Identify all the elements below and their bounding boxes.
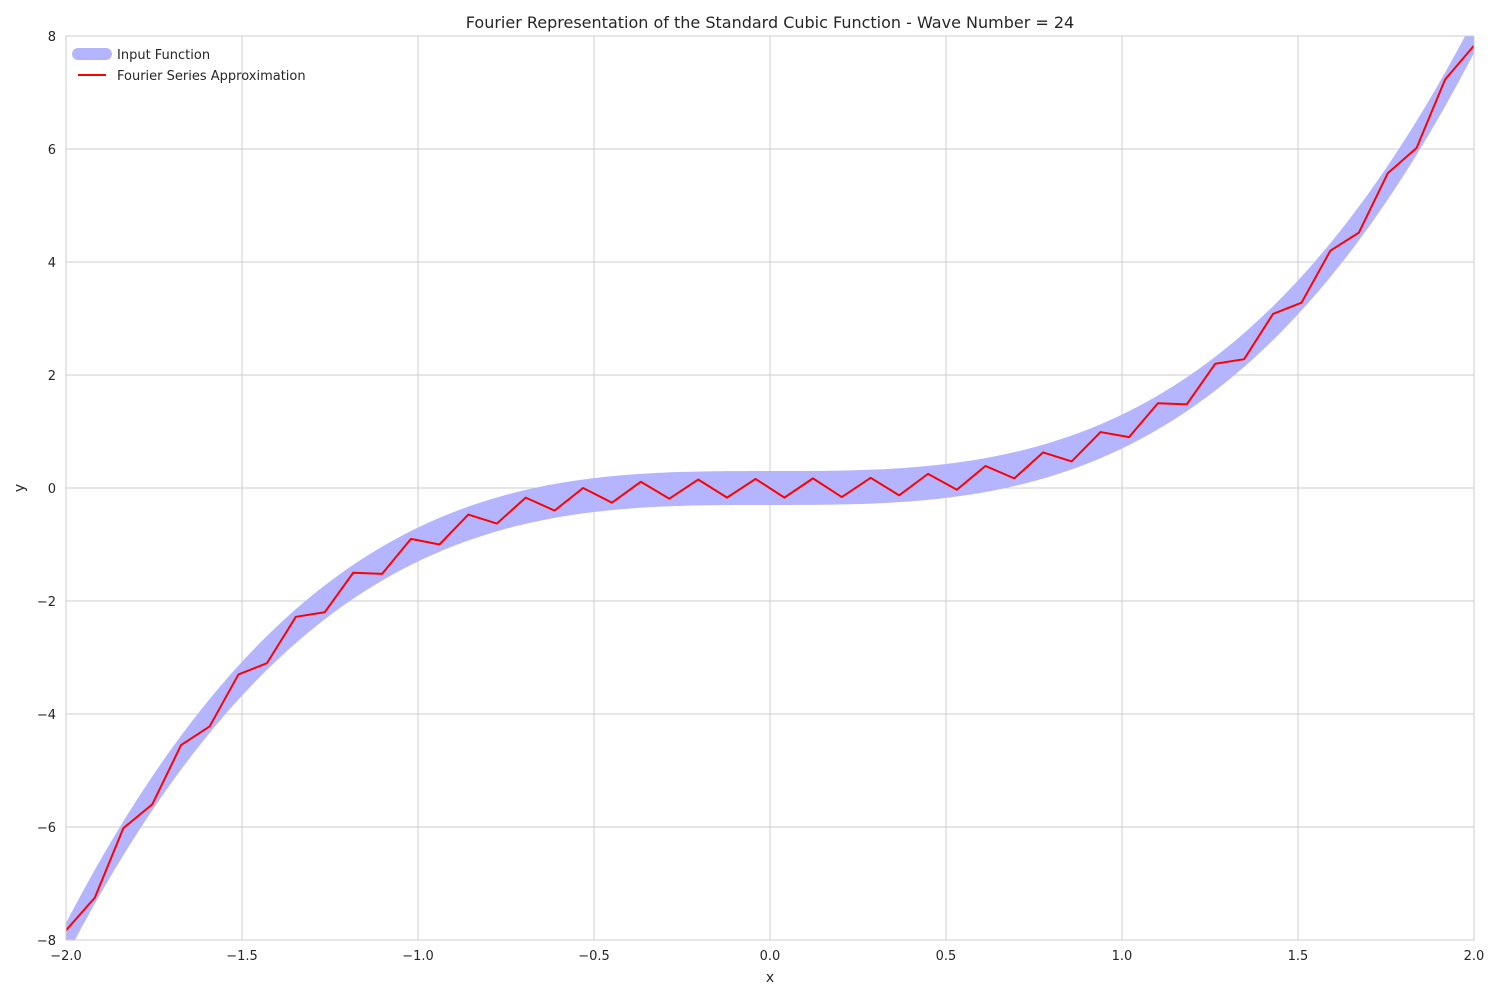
y-tick-label: 6 bbox=[48, 143, 56, 158]
legend: Input Function Fourier Series Approximat… bbox=[72, 48, 306, 84]
y-tick-labels: −8 −6 −4 −2 0 2 4 6 8 bbox=[37, 30, 56, 949]
chart-title: Fourier Representation of the Standard C… bbox=[466, 13, 1074, 32]
x-tick-label: 2.0 bbox=[1464, 949, 1485, 964]
y-tick-label: 2 bbox=[48, 369, 56, 384]
y-tick-label: −8 bbox=[37, 934, 56, 949]
x-tick-label: −1.5 bbox=[226, 949, 258, 964]
x-tick-label: 0.0 bbox=[760, 949, 781, 964]
legend-label-fourier-series: Fourier Series Approximation bbox=[117, 69, 306, 84]
y-tick-label: −4 bbox=[37, 708, 56, 723]
series-layer bbox=[66, 36, 1474, 940]
x-tick-label: 1.5 bbox=[1288, 949, 1309, 964]
y-tick-label: −2 bbox=[37, 595, 56, 610]
x-tick-label: −0.5 bbox=[578, 949, 610, 964]
x-tick-label: 1.0 bbox=[1112, 949, 1133, 964]
y-tick-label: −6 bbox=[37, 821, 56, 836]
x-tick-label: −1.0 bbox=[402, 949, 434, 964]
x-tick-label: −2.0 bbox=[50, 949, 82, 964]
y-tick-label: 4 bbox=[48, 256, 56, 271]
legend-label-input-function: Input Function bbox=[117, 48, 210, 63]
x-axis-label: x bbox=[766, 970, 774, 986]
series-fourier-approximation-line bbox=[66, 44, 1474, 932]
x-tick-labels: −2.0 −1.5 −1.0 −0.5 0.0 0.5 1.0 1.5 2.0 bbox=[50, 949, 1484, 964]
y-tick-label: 0 bbox=[48, 482, 56, 497]
y-axis-label: y bbox=[12, 484, 28, 492]
plot-frame bbox=[65, 35, 1475, 941]
x-tick-label: 0.5 bbox=[936, 949, 957, 964]
y-tick-label: 8 bbox=[48, 30, 56, 45]
